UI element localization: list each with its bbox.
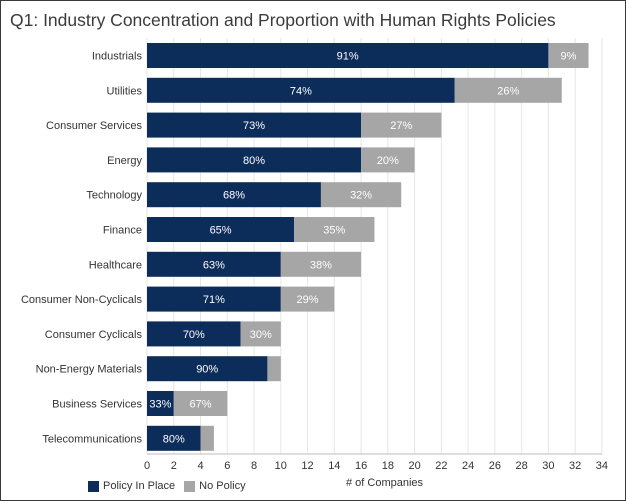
legend-label-no-policy: No Policy — [199, 480, 246, 492]
bar-no-policy — [294, 217, 375, 242]
data-label-no-policy: 30% — [250, 329, 272, 341]
x-tick-label: 8 — [251, 460, 257, 472]
bar-policy-in-place — [147, 251, 281, 277]
data-label-no-policy: 20% — [377, 155, 399, 167]
legend-swatch-policy — [88, 480, 99, 492]
data-label-policy: 74% — [290, 85, 312, 97]
category-label: Healthcare — [89, 259, 142, 271]
bar-policy-in-place — [147, 147, 362, 173]
bar-no-policy — [548, 43, 589, 68]
category-label: Non-Energy Materials — [36, 364, 143, 376]
bar-policy-in-place — [147, 356, 268, 382]
x-tick-label: 14 — [328, 460, 340, 472]
bar-no-policy — [280, 286, 335, 312]
legend-item-no-policy: No Policy — [184, 480, 246, 492]
bar-policy-in-place — [147, 77, 455, 103]
x-tick-label: 32 — [569, 460, 581, 472]
bar-policy-in-place — [147, 286, 281, 312]
bar-policy-in-place — [147, 321, 241, 347]
bar-no-policy — [280, 251, 362, 277]
data-label-no-policy: 32% — [350, 190, 372, 202]
bar-no-policy — [267, 356, 281, 382]
category-label: Energy — [107, 155, 142, 167]
bar-policy-in-place — [147, 43, 549, 68]
x-tick-label: 22 — [435, 460, 447, 472]
data-label-no-policy: 38% — [310, 259, 332, 271]
x-tick-label: 0 — [144, 460, 150, 472]
x-tick-label: 34 — [596, 460, 608, 472]
x-axis-label: # of Companies — [346, 477, 424, 489]
bar-policy-in-place — [147, 112, 362, 138]
legend: Policy In Place No Policy — [88, 480, 255, 492]
data-label-policy: 65% — [210, 225, 232, 237]
bar-no-policy — [361, 112, 442, 138]
category-label: Technology — [86, 190, 142, 202]
category-label: Industrials — [92, 51, 143, 63]
category-label: Consumer Non-Cyclicals — [21, 294, 143, 306]
bar-policy-in-place — [147, 391, 174, 416]
bar-no-policy — [173, 391, 228, 416]
category-label: Consumer Services — [46, 120, 142, 132]
x-tick-label: 12 — [301, 460, 313, 472]
x-tick-label: 10 — [275, 460, 287, 472]
x-tick-label: 4 — [197, 460, 203, 472]
bar-no-policy — [320, 182, 402, 208]
data-label-no-policy: 27% — [390, 120, 412, 132]
bar-no-policy — [240, 321, 281, 347]
data-label-policy: 70% — [183, 329, 205, 341]
data-label-policy: 33% — [149, 399, 171, 411]
x-tick-label: 2 — [171, 460, 177, 472]
legend-label-policy: Policy In Place — [103, 480, 176, 492]
data-label-no-policy: 9% — [561, 51, 577, 63]
data-label-policy: 90% — [196, 364, 218, 376]
x-tick-label: 20 — [408, 460, 420, 472]
category-label: Business Services — [52, 399, 142, 411]
data-label-policy: 80% — [243, 155, 265, 167]
data-label-policy: 63% — [203, 259, 225, 271]
x-tick-label: 26 — [489, 460, 501, 472]
data-label-policy: 80% — [163, 433, 185, 445]
chart-title: Q1: Industry Concentration and Proportio… — [10, 10, 556, 30]
x-tick-label: 16 — [355, 460, 367, 472]
bar-policy-in-place — [147, 425, 201, 451]
data-label-no-policy: 67% — [190, 399, 212, 411]
data-label-policy: 91% — [337, 51, 359, 63]
data-label-no-policy: 26% — [497, 85, 519, 97]
data-label-no-policy: 35% — [323, 225, 345, 237]
bar-no-policy — [200, 425, 214, 451]
x-tick-label: 30 — [542, 460, 554, 472]
x-tick-label: 6 — [224, 460, 230, 472]
category-label: Utilities — [107, 85, 143, 97]
bar-no-policy — [454, 77, 562, 103]
category-label: Telecommunications — [42, 433, 142, 445]
x-tick-label: 24 — [462, 460, 474, 472]
x-tick-label: 28 — [516, 460, 528, 472]
category-label: Finance — [103, 225, 142, 237]
bar-no-policy — [361, 147, 415, 173]
data-label-policy: 71% — [203, 294, 225, 306]
bar-policy-in-place — [147, 182, 321, 208]
legend-item-policy: Policy In Place — [88, 480, 175, 492]
data-label-policy: 73% — [243, 120, 265, 132]
data-label-no-policy: 29% — [297, 294, 319, 306]
bar-policy-in-place — [147, 217, 295, 242]
legend-swatch-no-policy — [184, 480, 196, 492]
x-tick-label: 18 — [382, 460, 394, 472]
category-label: Consumer Cyclicals — [45, 329, 143, 341]
data-label-policy: 68% — [223, 190, 245, 202]
